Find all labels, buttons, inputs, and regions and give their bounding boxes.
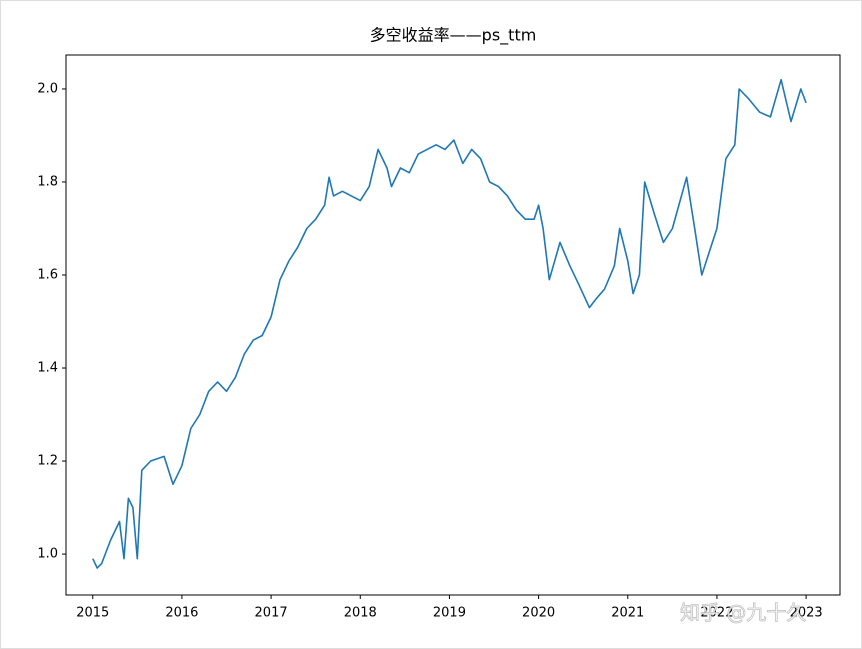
y-tick-label: 1.6	[37, 268, 58, 283]
x-tick-label: 2020	[522, 606, 555, 621]
y-tick-label: 1.2	[37, 454, 58, 469]
y-tick-label: 1.0	[37, 547, 58, 562]
x-tick-label: 2016	[165, 606, 198, 621]
x-tick-label: 2023	[790, 606, 823, 621]
chart-title: 多空收益率——ps_ttm	[370, 26, 537, 46]
x-tick-label: 2021	[611, 606, 644, 621]
x-tick-label: 2015	[76, 606, 109, 621]
y-tick-label: 1.8	[37, 174, 58, 189]
plot-area	[65, 54, 841, 596]
y-tick-label: 2.0	[37, 81, 58, 96]
x-tick-label: 2022	[700, 606, 733, 621]
data-line	[92, 78, 807, 569]
y-tick-label: 1.4	[37, 361, 58, 376]
watermark: 知乎 @九十久	[680, 601, 806, 625]
x-tick-label: 2017	[255, 606, 288, 621]
x-tick-label: 2018	[344, 606, 377, 621]
x-tick-label: 2019	[433, 606, 466, 621]
